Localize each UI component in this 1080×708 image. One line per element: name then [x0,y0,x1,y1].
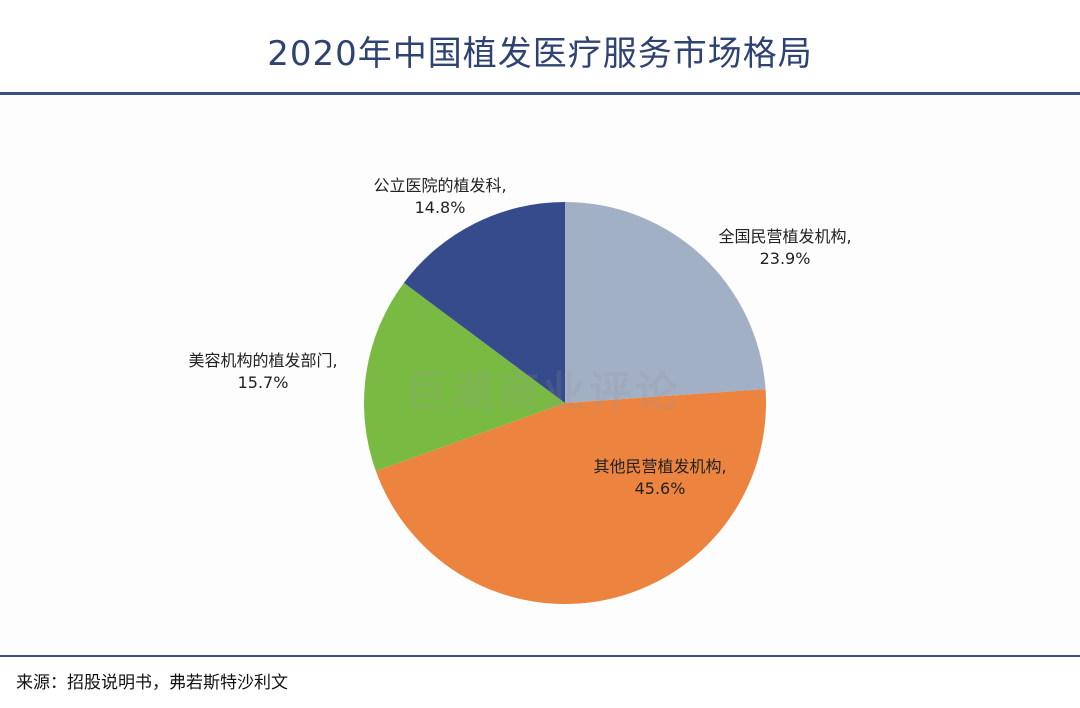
slice-label-name: 公立医院的植发科, [373,176,507,195]
source-note: 来源：招股说明书，弗若斯特沙利文 [16,673,288,693]
slice-label-beauty-dept: 美容机构的植发部门, 15.7% [168,350,358,394]
slice-label-name: 其他民营植发机构, [593,457,727,476]
slice-label-percent: 23.9% [759,249,811,268]
slice-national-private [565,202,766,403]
header: 2020年中国植发医疗服务市场格局 [0,0,1080,92]
slice-label-public-hospital: 公立医院的植发科, 14.8% [350,175,530,219]
slice-label-percent: 45.6% [634,479,686,498]
watermark: 巨潮商业评论 [405,367,682,416]
slice-label-name: 全国民营植发机构, [718,227,852,246]
slice-label-name: 美容机构的植发部门, [188,351,338,370]
footer-divider [0,655,1080,657]
page-title: 2020年中国植发医疗服务市场格局 [267,34,813,74]
slice-beauty-dept [364,282,565,472]
slice-label-other-private: 其他民营植发机构, 45.6% [575,456,745,500]
slice-public-hospital [403,202,565,403]
slice-label-percent: 15.7% [237,373,289,392]
header-divider [0,92,1080,95]
slice-other-private [375,389,767,604]
slice-label-percent: 14.8% [414,198,466,217]
slice-label-national-private: 全国民营植发机构, 23.9% [700,226,870,270]
